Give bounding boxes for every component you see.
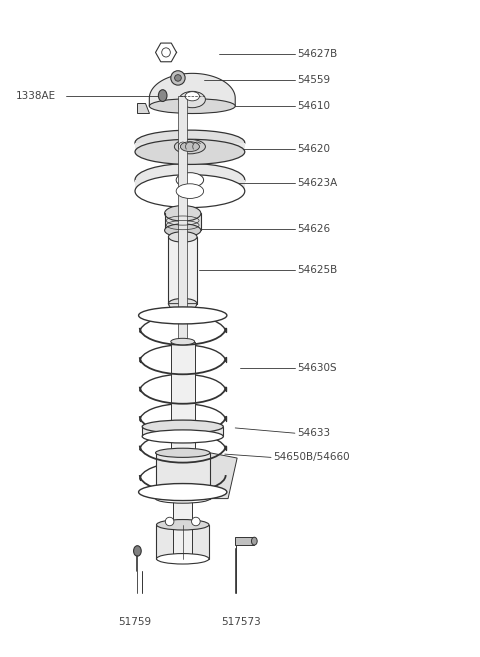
- Ellipse shape: [175, 75, 181, 81]
- Ellipse shape: [192, 517, 200, 526]
- Ellipse shape: [168, 298, 197, 309]
- Ellipse shape: [133, 546, 141, 556]
- Ellipse shape: [171, 71, 185, 85]
- Ellipse shape: [180, 142, 199, 152]
- Polygon shape: [168, 304, 197, 317]
- Text: 54620: 54620: [297, 144, 330, 154]
- Polygon shape: [235, 537, 254, 545]
- Polygon shape: [171, 342, 195, 495]
- Ellipse shape: [139, 307, 227, 324]
- Ellipse shape: [174, 139, 205, 154]
- Ellipse shape: [149, 99, 235, 114]
- Polygon shape: [142, 426, 223, 436]
- Polygon shape: [156, 453, 210, 499]
- Ellipse shape: [135, 164, 245, 196]
- Polygon shape: [165, 214, 201, 231]
- Text: 54626: 54626: [297, 224, 330, 234]
- Text: 54630S: 54630S: [297, 363, 337, 373]
- Ellipse shape: [142, 420, 223, 433]
- Ellipse shape: [179, 91, 205, 108]
- Ellipse shape: [156, 520, 209, 530]
- Ellipse shape: [135, 139, 245, 164]
- Text: 51759: 51759: [118, 616, 151, 627]
- Polygon shape: [179, 96, 187, 342]
- Text: 1338AE: 1338AE: [16, 91, 56, 101]
- Polygon shape: [135, 180, 245, 191]
- Ellipse shape: [165, 224, 201, 237]
- Ellipse shape: [162, 48, 170, 57]
- Ellipse shape: [176, 173, 204, 187]
- Polygon shape: [137, 102, 149, 112]
- Text: 54610: 54610: [297, 101, 330, 111]
- Ellipse shape: [135, 130, 245, 155]
- Ellipse shape: [176, 184, 204, 198]
- Ellipse shape: [174, 313, 192, 321]
- Ellipse shape: [171, 338, 195, 345]
- Polygon shape: [135, 143, 245, 152]
- Text: 54623A: 54623A: [297, 178, 337, 189]
- Polygon shape: [210, 453, 237, 499]
- Ellipse shape: [165, 206, 201, 221]
- Polygon shape: [173, 499, 192, 555]
- Text: 54559: 54559: [297, 75, 330, 85]
- Ellipse shape: [139, 484, 227, 501]
- Polygon shape: [149, 74, 235, 106]
- Ellipse shape: [165, 517, 174, 526]
- Text: 54633: 54633: [297, 428, 330, 438]
- Text: 54650B/54660: 54650B/54660: [274, 453, 350, 463]
- Text: 54627B: 54627B: [297, 49, 337, 58]
- Polygon shape: [168, 237, 197, 304]
- Ellipse shape: [156, 448, 210, 457]
- Text: 54625B: 54625B: [297, 265, 337, 275]
- Ellipse shape: [156, 554, 209, 564]
- Ellipse shape: [252, 537, 257, 545]
- Ellipse shape: [142, 430, 223, 443]
- Text: 517573: 517573: [221, 616, 261, 627]
- Ellipse shape: [135, 175, 245, 208]
- Ellipse shape: [156, 494, 210, 503]
- Ellipse shape: [158, 90, 167, 101]
- Polygon shape: [156, 525, 209, 559]
- Ellipse shape: [185, 92, 199, 101]
- Ellipse shape: [168, 232, 197, 242]
